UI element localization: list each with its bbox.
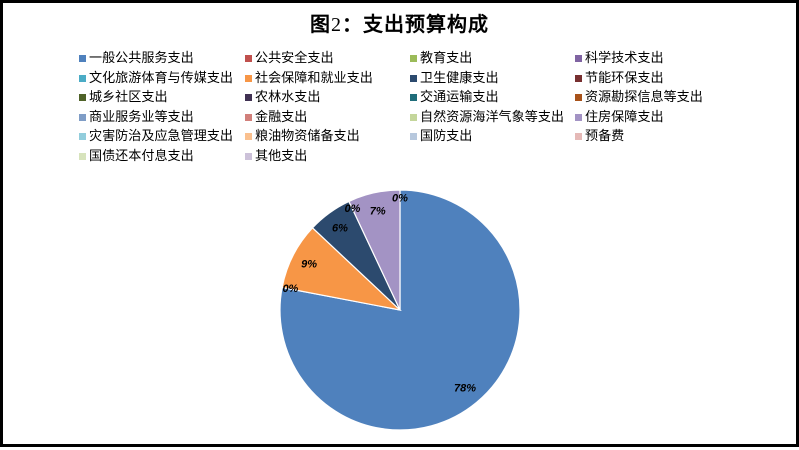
svg-text:6%: 6%	[332, 223, 348, 235]
svg-text:7%: 7%	[370, 206, 386, 218]
svg-text:0%: 0%	[282, 283, 298, 295]
svg-text:0%: 0%	[392, 192, 408, 204]
svg-text:9%: 9%	[301, 259, 317, 271]
svg-text:0%: 0%	[345, 203, 361, 215]
svg-text:78%: 78%	[454, 383, 476, 395]
